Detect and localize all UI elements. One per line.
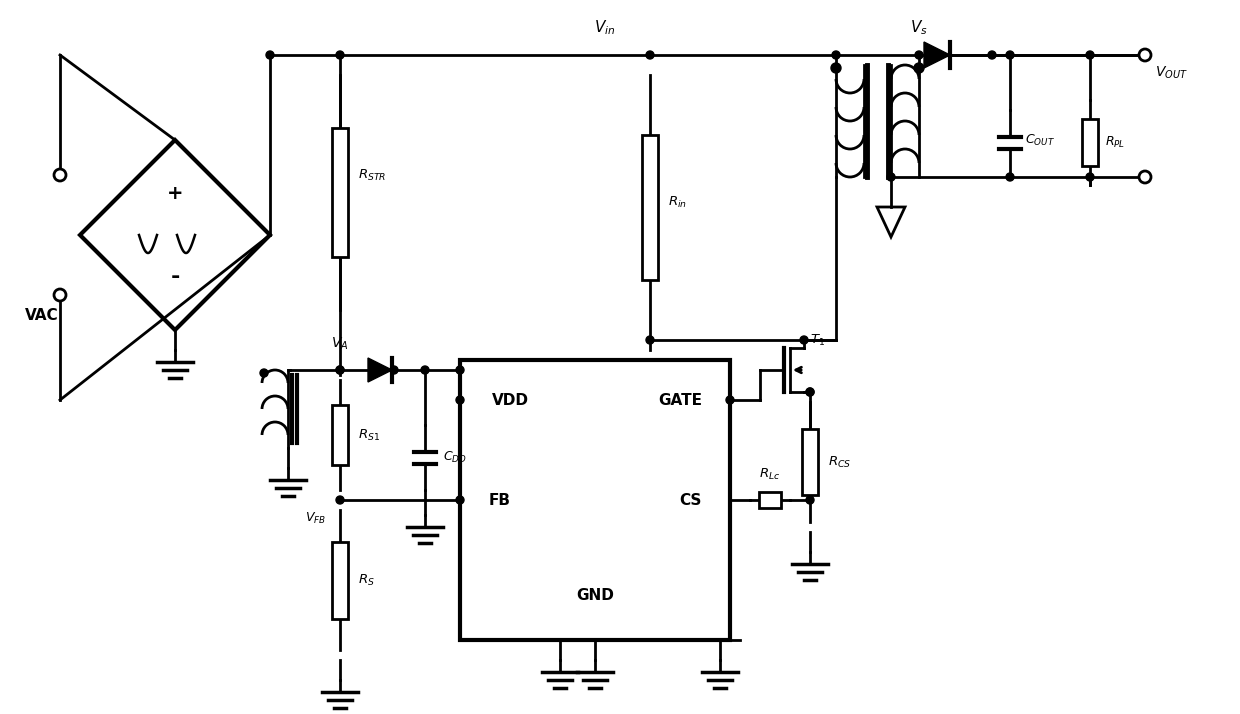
Text: VAC: VAC	[25, 308, 58, 323]
Text: $R_{Lc}$: $R_{Lc}$	[759, 467, 781, 482]
Text: $T_1$: $T_1$	[810, 333, 825, 348]
Circle shape	[915, 51, 923, 59]
Text: $R_{S1}$: $R_{S1}$	[358, 428, 381, 443]
Bar	[332, 128, 348, 257]
Bar	[332, 405, 348, 466]
Circle shape	[55, 289, 66, 301]
Circle shape	[1006, 51, 1014, 59]
Circle shape	[806, 388, 813, 396]
Circle shape	[422, 366, 429, 374]
Text: $V_{OUT}$: $V_{OUT}$	[1154, 65, 1188, 81]
Circle shape	[1006, 173, 1014, 181]
Bar	[460, 360, 730, 640]
Circle shape	[1140, 171, 1151, 183]
Circle shape	[806, 496, 813, 504]
Circle shape	[646, 336, 653, 344]
Circle shape	[336, 366, 343, 374]
Text: $R_{CS}$: $R_{CS}$	[828, 454, 852, 470]
Bar	[802, 429, 818, 495]
Text: +: +	[166, 183, 184, 203]
Text: FB: FB	[489, 493, 511, 508]
Text: $R_S$: $R_S$	[358, 573, 374, 588]
Circle shape	[806, 388, 813, 396]
Bar	[1083, 119, 1097, 166]
Bar	[642, 135, 658, 281]
Circle shape	[887, 173, 895, 181]
Text: $C_{OUT}$: $C_{OUT}$	[1025, 133, 1055, 148]
Circle shape	[267, 51, 274, 59]
Circle shape	[55, 169, 66, 181]
Circle shape	[725, 396, 734, 404]
Circle shape	[646, 51, 653, 59]
Text: $V_{FB}$: $V_{FB}$	[305, 511, 326, 526]
Text: GND: GND	[577, 588, 614, 603]
Circle shape	[1086, 51, 1094, 59]
Circle shape	[832, 51, 839, 59]
Circle shape	[336, 51, 343, 59]
Text: GATE: GATE	[658, 393, 702, 408]
Text: -: -	[170, 267, 180, 287]
Circle shape	[260, 369, 268, 377]
Circle shape	[988, 51, 996, 59]
Circle shape	[391, 366, 398, 374]
Text: $V_A$: $V_A$	[331, 336, 348, 352]
Circle shape	[456, 396, 464, 404]
Text: CS: CS	[678, 493, 701, 508]
Text: $V_{in}$: $V_{in}$	[594, 19, 616, 37]
Circle shape	[456, 366, 464, 374]
Text: $R_{PL}$: $R_{PL}$	[1105, 134, 1126, 149]
Text: $C_{DD}$: $C_{DD}$	[443, 449, 466, 465]
Circle shape	[336, 496, 343, 504]
Bar	[332, 541, 348, 618]
Text: $R_{in}$: $R_{in}$	[668, 195, 687, 210]
Circle shape	[1086, 173, 1094, 181]
Polygon shape	[368, 358, 392, 382]
Bar	[759, 492, 781, 508]
Text: $V_s$: $V_s$	[910, 19, 928, 37]
Circle shape	[914, 63, 924, 73]
Polygon shape	[924, 42, 950, 68]
Circle shape	[456, 496, 464, 504]
Text: $R_{STR}$: $R_{STR}$	[358, 168, 387, 183]
Circle shape	[336, 366, 343, 374]
Circle shape	[831, 63, 841, 73]
Text: VDD: VDD	[491, 393, 528, 408]
Circle shape	[1140, 49, 1151, 61]
Circle shape	[800, 336, 808, 344]
